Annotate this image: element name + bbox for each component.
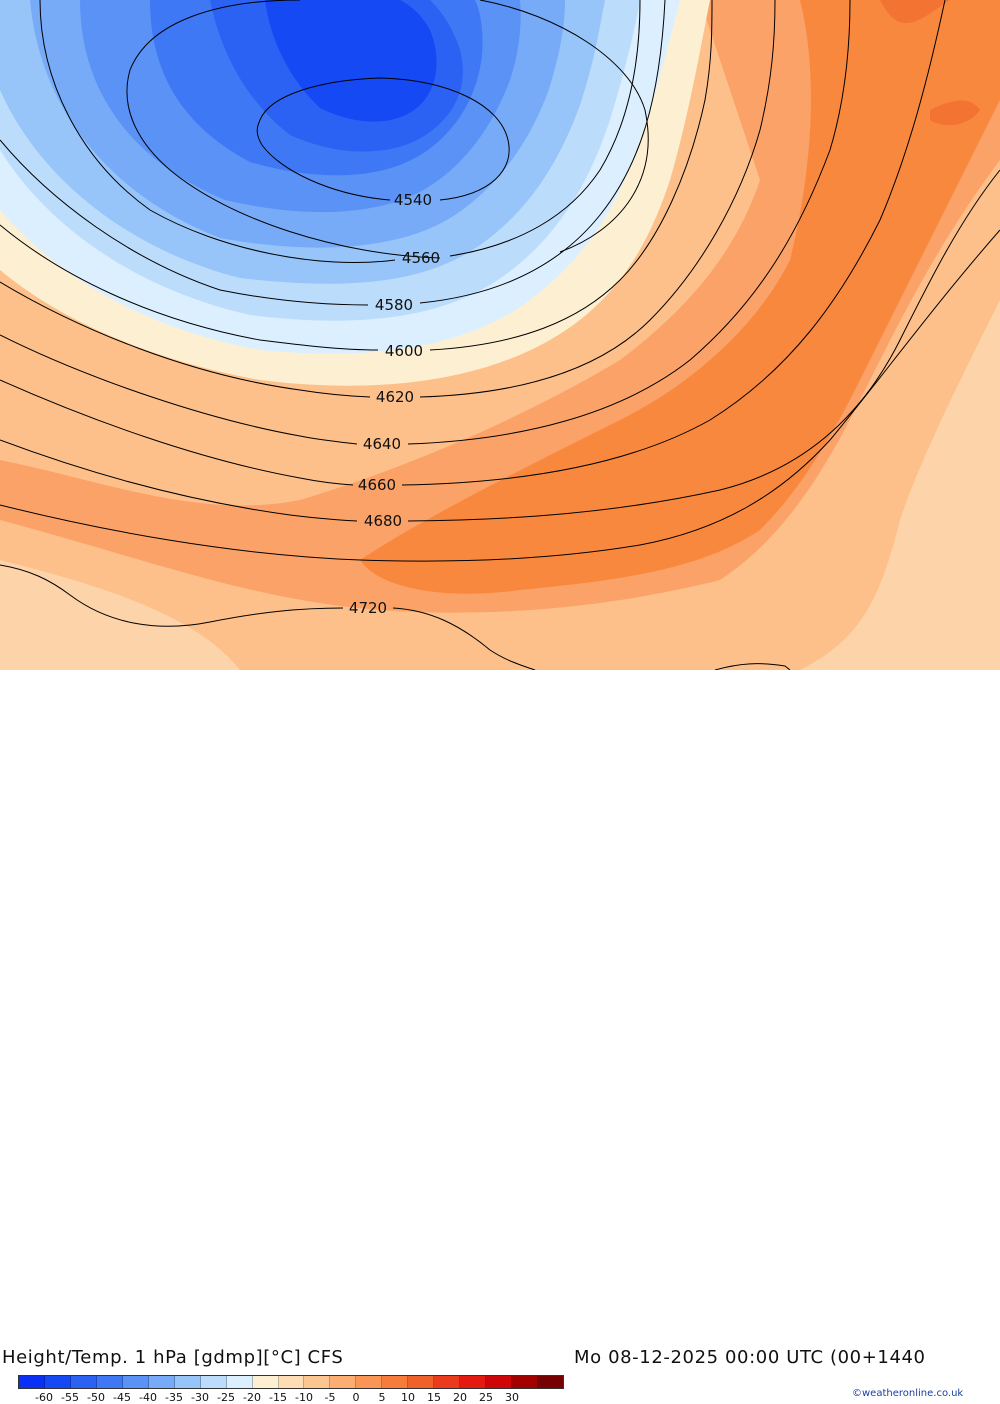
legend-tick-label: 20 xyxy=(453,1391,467,1404)
contour-4580-line xyxy=(0,0,666,306)
legend-swatch xyxy=(44,1376,71,1388)
legend-tick-label: 0 xyxy=(352,1391,360,1404)
contour-label-4640: 4640 xyxy=(363,435,401,453)
contour-4700-line xyxy=(0,229,1000,562)
legend-swatch xyxy=(122,1376,149,1388)
legend-swatch xyxy=(19,1376,45,1388)
temperature-height-map: 4540 4560 4580 4600 4620 4640 4660 4680 … xyxy=(0,0,1000,670)
contour-label-4560: 4560 xyxy=(402,249,440,267)
contour-4540-line xyxy=(256,77,510,201)
legend-swatch xyxy=(304,1376,331,1388)
contour-4560-line xyxy=(39,0,641,264)
legend-swatch xyxy=(96,1376,123,1388)
contour-label-4580: 4580 xyxy=(375,296,413,314)
legend-swatch xyxy=(356,1376,383,1388)
legend-tick-label: -5 xyxy=(324,1391,336,1404)
legend-tick-label: -10 xyxy=(295,1391,313,1404)
legend-tick-label: -45 xyxy=(113,1391,131,1404)
band-warm-right-light xyxy=(800,300,1000,670)
contour-4640-line xyxy=(0,0,851,445)
legend-swatch xyxy=(174,1376,201,1388)
map-footer: Height/Temp. 1 hPa [gdmp][°C] CFS Mo 08-… xyxy=(0,670,1000,1404)
legend-swatch xyxy=(512,1376,539,1388)
legend-swatch xyxy=(226,1376,253,1388)
legend-tick-label: -15 xyxy=(269,1391,287,1404)
contour-4620-line xyxy=(0,0,776,398)
legend-swatch xyxy=(330,1376,357,1388)
legend-swatch xyxy=(148,1376,175,1388)
legend-swatch xyxy=(200,1376,227,1388)
contour-label-4720: 4720 xyxy=(349,599,387,617)
legend-tick-label: 30 xyxy=(505,1391,519,1404)
contour-label-4600: 4600 xyxy=(385,342,423,360)
legend-swatch xyxy=(486,1376,513,1388)
color-legend-ticks: -60 -55 -50 -45 -40 -35 -30 -25 -20 -15 -10 -5 0 5 10 1… xyxy=(18,1391,564,1404)
legend-tick-label: -40 xyxy=(139,1391,157,1404)
contour-label-4660: 4660 xyxy=(358,476,396,494)
map-title: Height/Temp. 1 hPa [gdmp][°C] CFS xyxy=(2,1347,344,1368)
contour-label-4680: 4680 xyxy=(364,512,402,530)
legend-swatch xyxy=(252,1376,279,1388)
contour-4520-line xyxy=(126,0,649,259)
legend-swatch xyxy=(278,1376,305,1388)
height-contours xyxy=(0,0,1000,670)
band-warm-hot xyxy=(880,0,980,126)
legend-swatch xyxy=(434,1376,461,1388)
legend-tick-label: -50 xyxy=(87,1391,105,1404)
contour-4600-line xyxy=(0,0,713,351)
legend-swatch xyxy=(460,1376,487,1388)
legend-swatch xyxy=(538,1376,564,1388)
contour-label-4540: 4540 xyxy=(394,191,432,209)
band-warm-strong xyxy=(360,0,1000,594)
contour-bottom-right-line xyxy=(714,663,791,670)
legend-tick-label: 25 xyxy=(479,1391,493,1404)
legend-tick-label: 5 xyxy=(378,1391,386,1404)
legend-tick-label: -25 xyxy=(217,1391,235,1404)
legend-tick-label: -60 xyxy=(35,1391,53,1404)
legend-swatch xyxy=(70,1376,97,1388)
legend-tick-label: -20 xyxy=(243,1391,261,1404)
credit-link[interactable]: ©weatheronline.co.uk xyxy=(852,1388,964,1399)
legend-swatch xyxy=(408,1376,435,1388)
legend-tick-label: -30 xyxy=(191,1391,209,1404)
contour-4660-line xyxy=(0,0,946,486)
contour-4680-line xyxy=(0,169,1000,522)
contour-label-4620: 4620 xyxy=(376,388,414,406)
legend-tick-label: -55 xyxy=(61,1391,79,1404)
legend-tick-label: 15 xyxy=(427,1391,441,1404)
legend-tick-label: 10 xyxy=(401,1391,415,1404)
contour-labels: 4540 4560 4580 4600 4620 4640 4660 4680 … xyxy=(349,191,440,617)
band-cold-blue5 xyxy=(265,0,437,122)
legend-tick-label: -35 xyxy=(165,1391,183,1404)
legend-swatch xyxy=(382,1376,409,1388)
color-legend-bar xyxy=(18,1375,564,1389)
map-datetime: Mo 08-12-2025 00:00 UTC (00+1440 xyxy=(574,1347,926,1368)
contour-4720-line xyxy=(0,564,536,670)
